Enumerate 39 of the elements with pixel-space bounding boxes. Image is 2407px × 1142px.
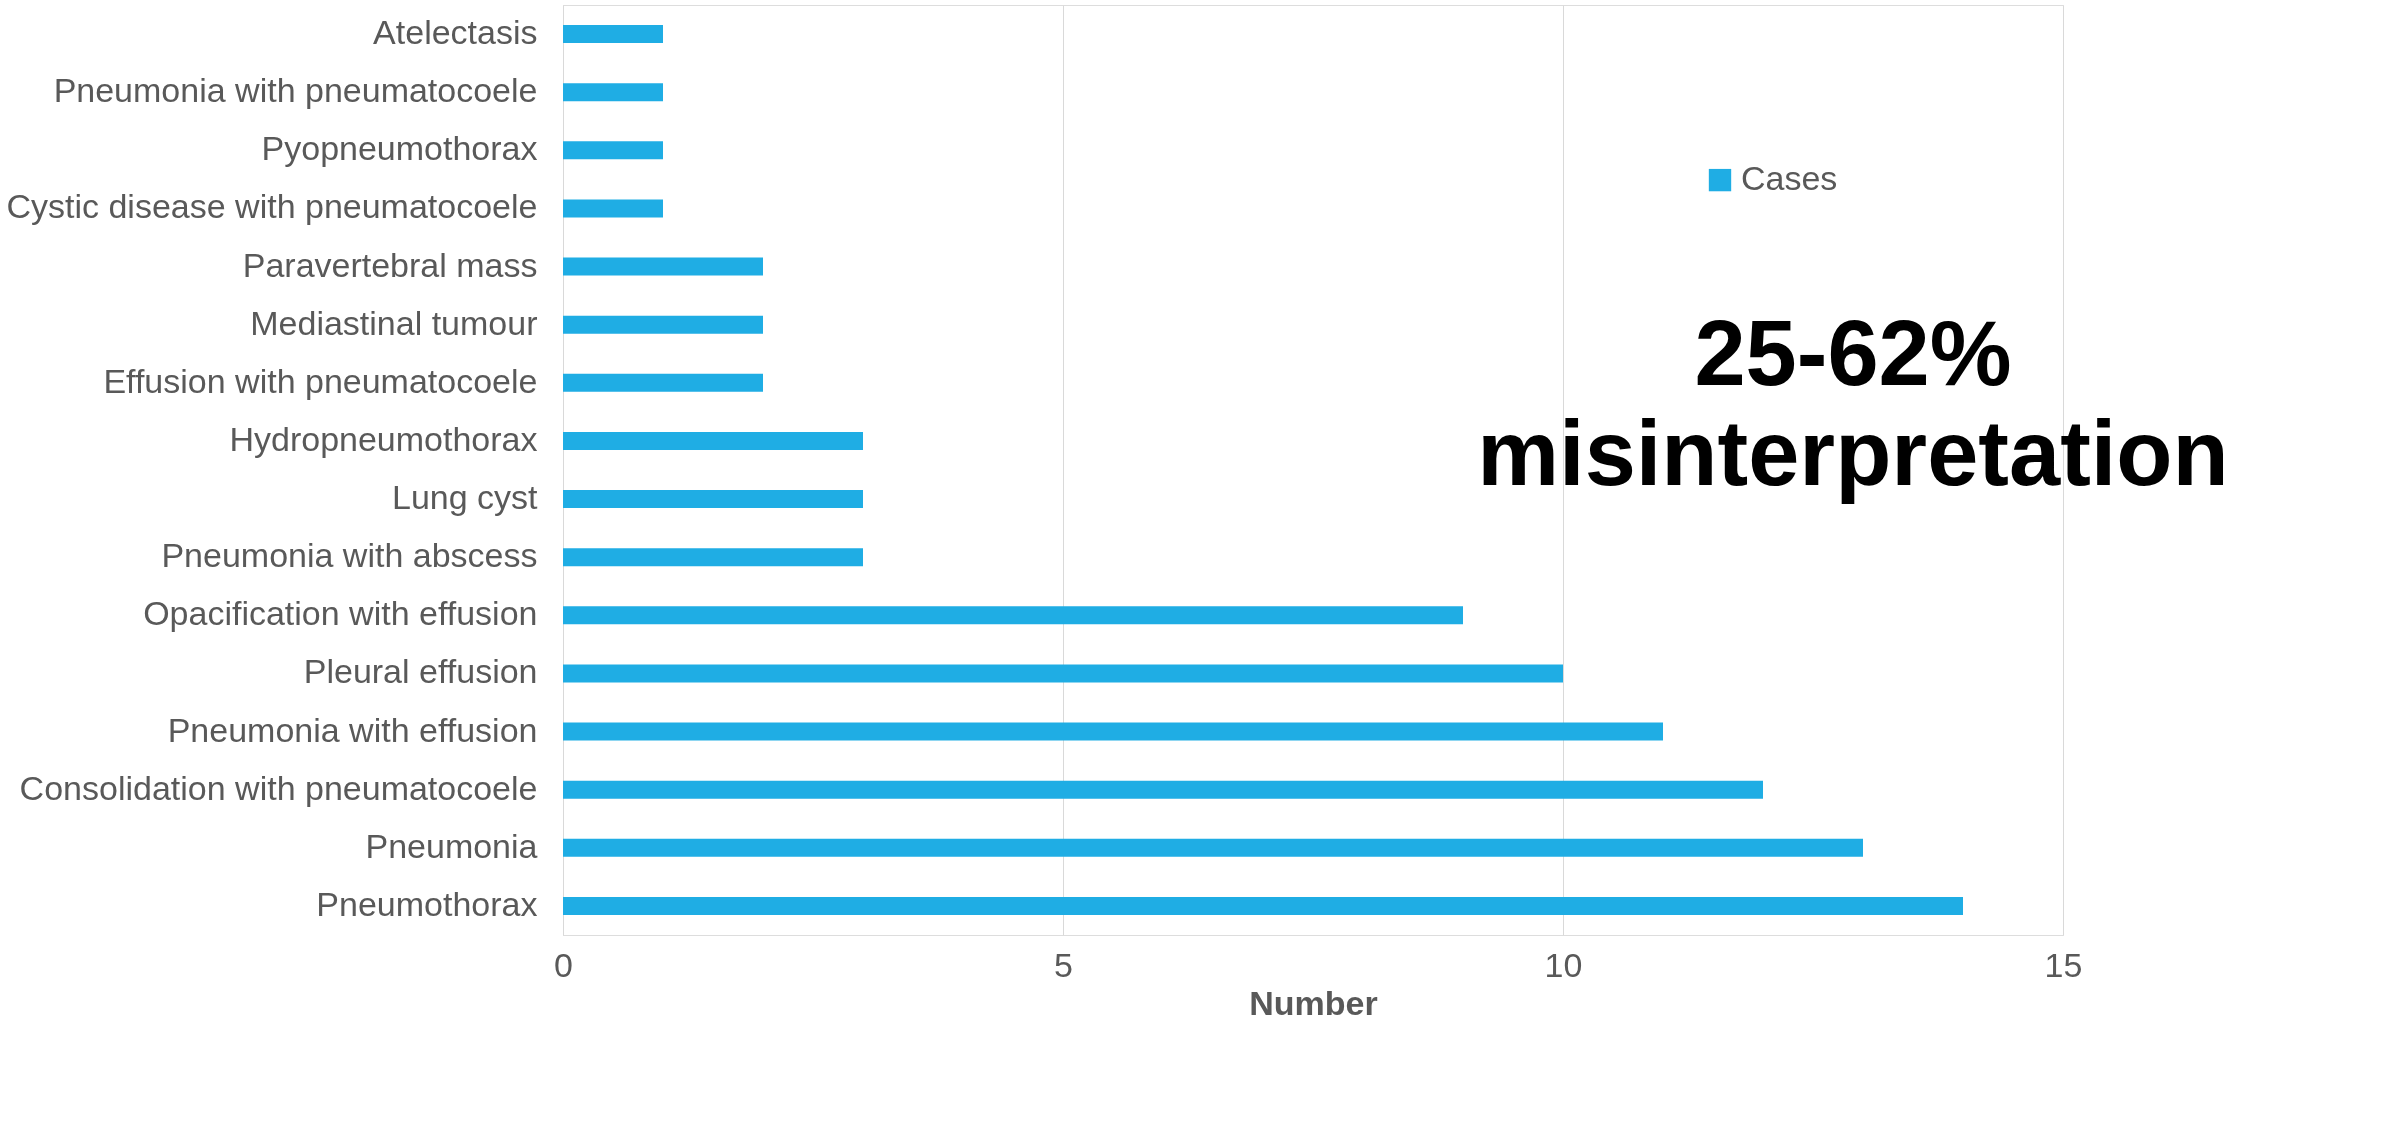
x-tick-label: 0 xyxy=(554,945,573,984)
bar xyxy=(563,257,763,276)
bar xyxy=(563,838,1863,857)
y-tick-label: Paravertebral mass xyxy=(242,245,538,284)
bar xyxy=(563,664,1563,683)
y-tick-label: Pneumonia with abscess xyxy=(161,536,538,575)
bar xyxy=(563,141,663,160)
y-tick-label: Pyopneumothorax xyxy=(261,129,538,168)
y-tick-label: Consolidation with pneumatocoele xyxy=(19,768,538,807)
bar xyxy=(563,606,1463,625)
y-tick-label: Atelectasis xyxy=(373,13,538,52)
bar xyxy=(563,25,663,44)
bar xyxy=(563,315,763,334)
annotation: 25-62% misinterpretation xyxy=(1477,301,2229,504)
x-tick-label: 15 xyxy=(2044,945,2083,984)
y-tick-label: Pleural effusion xyxy=(303,652,538,691)
y-tick-label: Pneumonia xyxy=(365,826,538,865)
y-tick-label: Effusion with pneumatocoele xyxy=(103,361,538,400)
bar xyxy=(563,548,863,567)
bar xyxy=(563,896,1963,915)
bar xyxy=(563,780,1763,799)
bar xyxy=(563,490,863,509)
bar xyxy=(563,431,863,450)
y-tick-label: Pneumothorax xyxy=(316,884,538,923)
legend-label: Cases xyxy=(1741,159,1838,198)
y-tick-label: Opacification with effusion xyxy=(143,594,538,633)
y-tick-label: Pneumonia with effusion xyxy=(167,710,538,749)
y-tick-label: Cystic disease with pneumatocoele xyxy=(6,187,538,226)
x-axis-title: Number xyxy=(1249,983,1378,1022)
bar xyxy=(563,722,1663,741)
x-tick-label: 10 xyxy=(1544,945,1583,984)
x-tick-label: 5 xyxy=(1054,945,1073,984)
y-tick-label: Lung cyst xyxy=(391,478,539,517)
bar xyxy=(563,373,763,392)
bar xyxy=(563,83,663,102)
y-tick-label: Pneumonia with pneumatocoele xyxy=(53,71,538,110)
y-tick-label: Mediastinal tumour xyxy=(250,303,538,342)
bar xyxy=(563,199,663,218)
y-tick-label: Hydropneumothorax xyxy=(229,419,538,458)
